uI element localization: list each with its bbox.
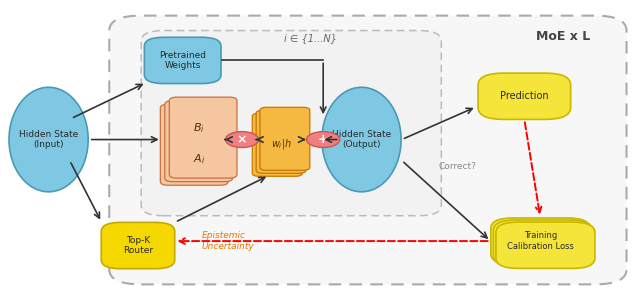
FancyBboxPatch shape	[478, 73, 571, 119]
FancyBboxPatch shape	[491, 218, 590, 264]
Text: Pretrained
Weights: Pretrained Weights	[159, 51, 206, 70]
Text: Epistemic
Uncertainty: Epistemic Uncertainty	[202, 231, 255, 251]
Ellipse shape	[322, 87, 401, 192]
Text: $A_i$: $A_i$	[193, 152, 205, 166]
FancyBboxPatch shape	[109, 16, 627, 284]
Text: MoE x L: MoE x L	[536, 30, 590, 43]
FancyBboxPatch shape	[161, 104, 228, 185]
FancyBboxPatch shape	[170, 97, 237, 178]
Ellipse shape	[225, 132, 259, 148]
FancyBboxPatch shape	[145, 37, 221, 84]
Text: Top-K
Router: Top-K Router	[123, 236, 153, 255]
FancyBboxPatch shape	[165, 101, 232, 182]
Text: Training
Calibration Loss: Training Calibration Loss	[507, 231, 573, 251]
Text: Correct?: Correct?	[438, 162, 476, 171]
Text: +: +	[318, 133, 328, 146]
Text: i ∈ {1...N}: i ∈ {1...N}	[284, 33, 337, 43]
Ellipse shape	[9, 87, 88, 192]
FancyBboxPatch shape	[256, 110, 306, 173]
Text: Prediction: Prediction	[500, 91, 548, 101]
Text: $w_i|h$: $w_i|h$	[271, 137, 292, 151]
Text: Hidden State
(Input): Hidden State (Input)	[19, 130, 78, 149]
FancyBboxPatch shape	[141, 31, 442, 216]
Text: ×: ×	[237, 133, 247, 146]
FancyBboxPatch shape	[260, 107, 310, 170]
FancyBboxPatch shape	[496, 222, 595, 268]
Text: Hidden State
(Output): Hidden State (Output)	[332, 130, 391, 149]
FancyBboxPatch shape	[101, 222, 175, 269]
FancyBboxPatch shape	[493, 220, 593, 266]
FancyBboxPatch shape	[252, 113, 302, 176]
Text: $B_i$: $B_i$	[193, 121, 205, 134]
Ellipse shape	[307, 132, 340, 148]
